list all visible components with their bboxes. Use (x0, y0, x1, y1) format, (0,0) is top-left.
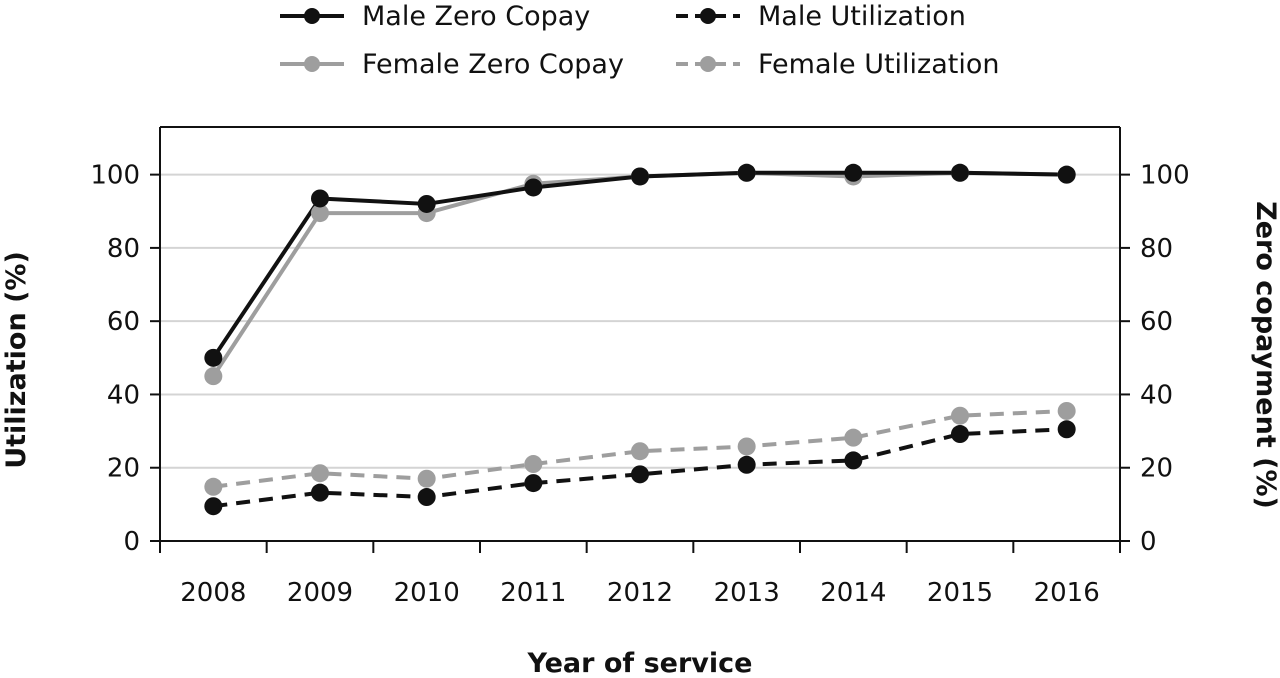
data-point (417, 469, 436, 488)
x-tick-label: 2011 (500, 578, 566, 608)
x-tick-label: 2012 (607, 578, 673, 608)
series-line (213, 408, 1067, 489)
legend-swatch-marker (700, 8, 716, 24)
y-axis-left-title: Utilization (%) (1, 251, 32, 469)
data-point (524, 474, 543, 493)
x-tick-label: 2008 (180, 578, 246, 608)
data-point (311, 204, 329, 223)
data-point (844, 451, 863, 470)
data-point (951, 425, 969, 444)
x-tick-label: 2009 (287, 578, 353, 608)
data-point (417, 194, 436, 213)
data-point (311, 189, 329, 208)
data-point (524, 455, 543, 474)
data-point (1057, 420, 1076, 439)
series-line (211, 170, 1067, 359)
x-tick-label: 2014 (820, 578, 886, 608)
data-point (204, 348, 223, 367)
series-line (211, 170, 1067, 378)
x-tick-label: 2015 (927, 578, 993, 608)
series-markers (204, 163, 1076, 516)
y-tick-label-right: 100 (1140, 161, 1190, 191)
legend-label: Male Zero Copay (362, 1, 590, 32)
gridlines (160, 173, 1120, 469)
data-point (1057, 165, 1076, 184)
y-tick-label-left: 40 (107, 380, 140, 410)
legend-label: Male Utilization (758, 1, 966, 32)
y-tick-label-right: 80 (1140, 234, 1173, 264)
tick-labels: 0 0 20 20 40 40 60 60 80 80 100 100 2008 2009 2010 2011… (90, 161, 1189, 608)
data-point (524, 178, 543, 197)
legend-swatch-marker (304, 56, 320, 72)
data-point (844, 428, 863, 447)
y-tick-label-right: 40 (1140, 380, 1173, 410)
legend: Male Zero Copay Female Zero Copay Male Uti… (280, 1, 1000, 80)
y-tick-label-right: 60 (1140, 307, 1173, 337)
data-point (631, 465, 649, 484)
y-tick-label-right: 20 (1140, 454, 1173, 484)
data-point (311, 483, 329, 502)
data-point (844, 163, 863, 182)
y-tick-label-left: 100 (90, 161, 140, 191)
series-line (213, 427, 1067, 509)
x-tick-label: 2013 (714, 578, 780, 608)
y-tick-label-left: 60 (107, 307, 140, 337)
x-tick-label: 2016 (1034, 578, 1100, 608)
data-point (204, 477, 223, 496)
data-point (737, 437, 756, 456)
data-point (311, 464, 329, 483)
x-tick-label: 2010 (394, 578, 460, 608)
data-point (1057, 401, 1076, 420)
legend-label: Female Zero Copay (362, 49, 624, 80)
data-point (417, 488, 436, 507)
axes (150, 126, 1130, 553)
data-point (737, 455, 756, 474)
legend-label: Female Utilization (758, 49, 1000, 80)
legend-swatch-marker (304, 8, 320, 24)
data-point (204, 497, 223, 516)
x-axis-title: Year of service (527, 648, 753, 678)
data-point (631, 167, 649, 186)
data-point (631, 442, 649, 461)
data-point (204, 367, 223, 386)
legend-swatch-marker (700, 56, 716, 72)
y-tick-label-left: 80 (107, 234, 140, 264)
data-point (737, 163, 756, 182)
y-tick-label-left: 20 (107, 454, 140, 484)
data-point (951, 163, 969, 182)
data-point (951, 406, 969, 425)
y-tick-label-right: 0 (1140, 527, 1157, 557)
y-axis-right-title: Zero copayment (%) (1250, 201, 1280, 509)
y-tick-label-left: 0 (123, 527, 140, 557)
